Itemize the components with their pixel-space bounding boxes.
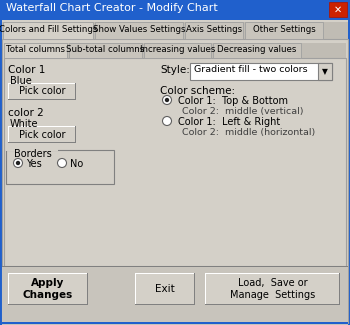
Text: Color 1:  Left & Right: Color 1: Left & Right [178, 117, 280, 127]
Text: color 2: color 2 [8, 108, 44, 118]
Bar [8, 126, 76, 143]
Bar [2, 266, 348, 267]
Text: Total columns: Total columns [6, 45, 65, 54]
Circle shape [162, 96, 172, 105]
Text: Other Settings: Other Settings [253, 25, 315, 34]
Bar [4, 43, 67, 58]
Text: Pick color: Pick color [19, 86, 65, 97]
Text: Colors and Fill Settings: Colors and Fill Settings [0, 25, 97, 34]
Text: Style:: Style: [160, 65, 190, 75]
Text: No: No [70, 159, 83, 169]
Bar [9, 127, 75, 142]
Bar [8, 83, 75, 99]
Text: ✕: ✕ [334, 5, 342, 15]
Bar [135, 273, 194, 304]
Text: Apply
Changes: Apply Changes [23, 278, 73, 300]
Bar [2, 266, 348, 325]
Bar [3, 22, 93, 39]
Bar [95, 22, 183, 39]
Text: Waterfall Chart Creator - Modify Chart: Waterfall Chart Creator - Modify Chart [6, 3, 218, 13]
Text: Decreasing values: Decreasing values [217, 45, 297, 54]
Text: Exit: Exit [155, 284, 175, 294]
Text: Borders: Borders [14, 149, 52, 159]
Text: ▼: ▼ [322, 67, 328, 76]
Bar [69, 43, 142, 58]
Bar [318, 63, 332, 80]
Bar [190, 63, 332, 80]
Bar [206, 274, 339, 304]
Circle shape [14, 159, 22, 167]
Text: White: White [10, 119, 38, 129]
Circle shape [16, 161, 20, 165]
Bar [6, 148, 58, 151]
Text: Color 2:  middle (vertical): Color 2: middle (vertical) [182, 107, 303, 116]
Bar [9, 84, 75, 99]
Bar [205, 273, 339, 304]
Text: Color 1: Color 1 [8, 65, 46, 75]
Bar [135, 273, 195, 305]
Text: Blue: Blue [10, 76, 32, 86]
Text: Color 2:  middle (horizontal): Color 2: middle (horizontal) [182, 128, 315, 137]
Text: Color scheme:: Color scheme: [160, 86, 235, 96]
Bar [329, 2, 347, 17]
Text: Yes: Yes [26, 159, 42, 169]
Text: Load,  Save or
Manage  Settings: Load, Save or Manage Settings [230, 278, 315, 300]
Bar [205, 273, 340, 305]
Bar [2, 322, 348, 324]
Text: Gradient fill - two colors: Gradient fill - two colors [194, 65, 308, 74]
Bar [136, 274, 194, 304]
Bar [2, 39, 348, 323]
Bar [4, 43, 346, 60]
Bar [9, 274, 87, 304]
Bar [8, 83, 76, 100]
Bar [4, 58, 346, 266]
Bar [144, 43, 211, 58]
Text: Color 1:  Top & Bottom: Color 1: Top & Bottom [178, 96, 288, 106]
Circle shape [165, 98, 169, 102]
Bar [8, 273, 87, 304]
Bar [185, 22, 243, 39]
Bar [213, 43, 301, 58]
Text: Increasing values: Increasing values [140, 45, 215, 54]
Bar [245, 22, 323, 39]
Bar [2, 22, 348, 41]
Bar [0, 0, 350, 20]
Bar [8, 126, 75, 142]
Text: Show Values Settings: Show Values Settings [93, 25, 185, 34]
Circle shape [57, 159, 66, 167]
Bar [8, 273, 88, 305]
Text: Sub-total columns: Sub-total columns [66, 45, 145, 54]
Circle shape [162, 116, 172, 125]
Bar [6, 150, 114, 184]
Text: Pick color: Pick color [19, 129, 65, 139]
Text: Axis Settings: Axis Settings [186, 25, 242, 34]
